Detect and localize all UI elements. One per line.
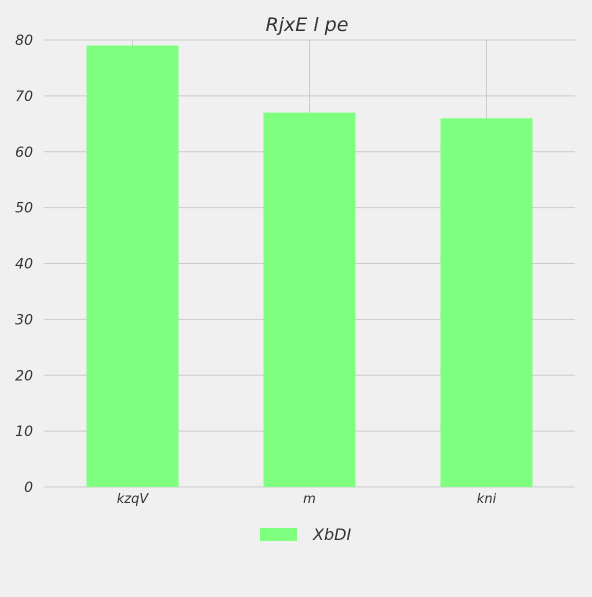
y-tick-label-6: 60: [15, 145, 33, 161]
y-tick-label-2: 20: [15, 368, 33, 384]
x-tick-label-1: m: [303, 492, 316, 507]
x-tick-labels: kzqV m kni: [117, 492, 497, 507]
x-tick-label-2: kni: [477, 492, 497, 507]
y-tick-label-7: 70: [15, 89, 33, 105]
bar-kni: [440, 118, 533, 487]
y-tick-label-8: 80: [15, 33, 33, 49]
y-tick-labels: 0 10 20 30 40 50 60 70 80: [15, 33, 33, 496]
legend: XbDI: [260, 525, 351, 544]
chart-title: RjxE l pe: [266, 14, 349, 36]
y-tick-label-1: 10: [15, 424, 33, 440]
bar-m: [263, 112, 356, 487]
bars: [86, 45, 533, 488]
bar-kzqV: [86, 45, 179, 488]
y-tick-label-3: 30: [15, 312, 33, 328]
y-tick-label-4: 40: [15, 257, 33, 273]
x-tick-label-0: kzqV: [117, 492, 150, 507]
y-tick-label-0: 0: [24, 480, 33, 496]
y-tick-label-5: 50: [15, 201, 33, 217]
legend-swatch: [260, 528, 297, 541]
legend-label: XbDI: [312, 525, 351, 544]
